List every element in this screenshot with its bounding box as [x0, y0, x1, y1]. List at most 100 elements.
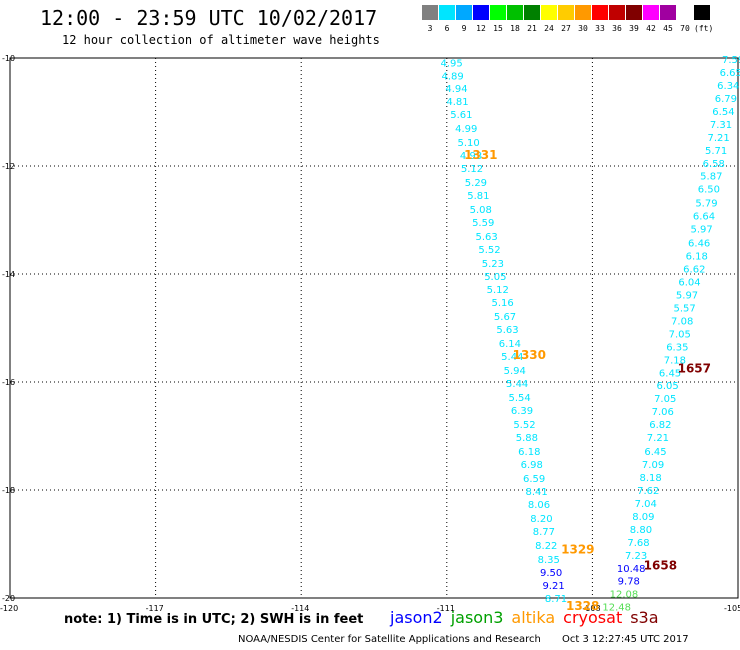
legend-item: jason2 [390, 608, 443, 627]
wave-height-value: 5.52 [513, 420, 535, 431]
wave-height-value: 4.89 [441, 71, 463, 82]
page-title: 12:00 - 23:59 UTC 10/02/2017 [40, 6, 378, 30]
scale-swatch [456, 5, 472, 20]
footer-timestamp: Oct 3 12:27:45 UTC 2017 [562, 634, 689, 645]
pass-number-label: 1658 [644, 559, 677, 573]
wave-height-value: 5.94 [504, 366, 526, 377]
wave-height-value: 9.78 [618, 577, 640, 588]
wave-height-value: 6.65 [720, 68, 740, 79]
lat-tick-label: -18 [2, 486, 15, 495]
scale-label: 9 [461, 24, 467, 33]
scale-swatch [592, 5, 608, 20]
wave-height-value: 4.94 [445, 84, 467, 95]
wave-height-value: 5.29 [465, 178, 487, 189]
scale-label: 33 [595, 24, 605, 33]
wave-height-value: 8.41 [525, 487, 547, 498]
lon-tick-label: -108 [582, 604, 600, 613]
wave-height-value: 9.21 [542, 581, 564, 592]
wave-height-value: 7.21 [647, 433, 669, 444]
lat-tick-label: -10 [2, 54, 15, 63]
wave-height-value: 8.71 [545, 594, 567, 605]
lat-tick-label: -14 [2, 270, 15, 279]
scale-swatch [490, 5, 506, 20]
wave-height-value: 7.04 [635, 499, 657, 510]
axis-ticks: -120 -117 -114 -111 -108 -105 -10 -12 -14 -16 -18 -… [0, 54, 740, 613]
lat-tick-label: -16 [2, 378, 15, 387]
wave-height-value: 8.80 [630, 525, 652, 536]
wave-height-value: 5.63 [475, 232, 497, 243]
wave-height-value: 6.59 [523, 474, 545, 485]
wave-height-value: 8.18 [640, 473, 662, 484]
lon-tick-label: -120 [0, 604, 18, 613]
page-subtitle: 12 hour collection of altimeter wave hei… [62, 33, 380, 47]
wave-height-value: 7.05 [669, 329, 691, 340]
scale-label: 18 [510, 24, 520, 33]
scale-label: 30 [578, 24, 588, 33]
footer-credit: NOAA/NESDIS Center for Satellite Applica… [238, 634, 541, 645]
wave-height-value: 5.97 [690, 225, 712, 236]
wave-height-value: 5.79 [695, 199, 717, 210]
lon-tick-label: -117 [146, 604, 164, 613]
wave-height-value: 8.20 [530, 514, 552, 525]
lon-tick-label: -114 [291, 604, 309, 613]
wave-height-value: 9.50 [540, 568, 562, 579]
scale-label: 27 [561, 24, 571, 33]
wave-height-value: 5.44 [501, 352, 523, 363]
scale-swatch [524, 5, 540, 20]
wave-height-value: 6.14 [499, 339, 521, 350]
scale-label: 3 [427, 24, 433, 33]
scale-swatch [439, 5, 455, 20]
wave-height-value: 5.52 [478, 245, 500, 256]
wave-height-value: 7.31 [710, 120, 732, 131]
scale-swatch [626, 5, 642, 20]
scale-label: 42 [646, 24, 656, 33]
scale-swatch [575, 5, 591, 20]
lon-tick-label: -105 [724, 604, 740, 613]
wave-height-value: 7.09 [642, 460, 664, 471]
scale-swatch [558, 5, 574, 20]
wave-height-value: 5.44 [506, 379, 528, 390]
wave-height-value: 8.09 [632, 512, 654, 523]
wave-height-value: 4.81 [446, 97, 468, 108]
wave-height-value: 5.67 [494, 312, 516, 323]
scale-label: 6 [444, 24, 450, 33]
wave-height-value: 7.62 [637, 486, 659, 497]
observations: 4.95 4.89 4.94 4.81 5.61 4.99 5.10 4.93 5.12 5.29… [441, 55, 740, 614]
wave-height-value: 7.08 [671, 316, 693, 327]
scale-label: 21 [527, 24, 537, 33]
wave-height-value: 5.23 [482, 259, 504, 270]
wave-height-value: 4.93 [460, 151, 482, 162]
scale-swatch [643, 5, 659, 20]
wave-height-value: 5.10 [458, 138, 480, 149]
graticule [10, 58, 738, 598]
pass-number-label: 1331 [464, 148, 497, 162]
scale-label: 12 [476, 24, 486, 33]
wave-height-value: 6.46 [688, 239, 710, 250]
scale-label: 39 [629, 24, 639, 33]
scale-label: 70 [680, 24, 690, 33]
units-note: note: 1) Time is in UTC; 2) SWH is in fe… [64, 612, 364, 627]
wave-height-value: 6.35 [666, 342, 688, 353]
scale-swatch [609, 5, 625, 20]
wave-height-value: 7.21 [707, 133, 729, 144]
scale-swatch [541, 5, 557, 20]
scale-swatch [694, 5, 710, 20]
lon-tick-label: -111 [437, 604, 455, 613]
scale-swatch [507, 5, 523, 20]
legend-item: altika [511, 608, 556, 627]
scale-label: (ft) [694, 24, 714, 33]
lat-tick-label: -12 [2, 162, 15, 171]
wave-height-value: 8.06 [528, 500, 550, 511]
satellite-legend: jason2 jason3 altika cryosat s3a [390, 608, 667, 627]
wave-height-value: 5.54 [508, 393, 530, 404]
wave-height-value: 5.08 [470, 205, 492, 216]
wave-height-value: 5.05 [484, 272, 506, 283]
wave-height-value: 5.87 [700, 172, 722, 183]
scale-label: 15 [493, 24, 503, 33]
wave-height-value: 6.04 [678, 278, 700, 289]
wave-height-value: 7.23 [625, 551, 647, 562]
wave-height-value: 5.16 [491, 298, 513, 309]
wave-height-value: 7.18 [664, 355, 686, 366]
wave-height-value: 4.95 [441, 58, 463, 69]
